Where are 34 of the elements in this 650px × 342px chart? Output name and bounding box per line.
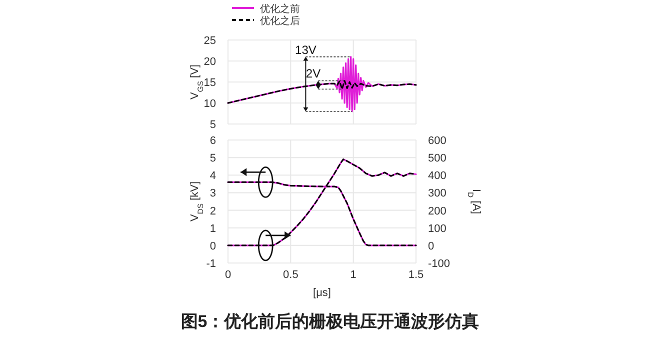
x-tick-label: 0.5 xyxy=(283,269,298,281)
y-tick-label: 20 xyxy=(204,56,216,68)
y2-tick-label: 200 xyxy=(428,205,446,218)
annotation: 2V xyxy=(306,66,321,81)
y-tick-label: 4 xyxy=(210,170,216,182)
x-tick-label: 0 xyxy=(224,269,232,281)
y2-tick-label: 100 xyxy=(428,222,446,235)
line-series xyxy=(227,80,417,104)
y2-tick-label: 500 xyxy=(428,152,446,165)
y2-tick-label: 400 xyxy=(428,170,446,182)
y2-tick-label: 600 xyxy=(428,135,446,147)
y-tick-label: 2 xyxy=(210,205,216,218)
y-tick-label: 25 xyxy=(204,35,216,47)
y-tick-label: 3 xyxy=(210,188,216,200)
y2-tick-label: 300 xyxy=(428,188,446,200)
y2-tick-label: -100 xyxy=(428,258,450,270)
legend-label: 优化之后 xyxy=(260,15,300,27)
y-tick-label: 1 xyxy=(210,222,216,235)
legend-label: 优化之前 xyxy=(260,3,300,15)
line-series xyxy=(227,158,417,246)
y-tick-label: 0 xyxy=(210,240,216,252)
x-tick-label: 1 xyxy=(350,269,356,281)
caption: 图5：优化前后的栅极电压开通波形仿真 xyxy=(180,312,480,331)
y-tick-label: 6 xyxy=(210,135,216,147)
y-tick-label: -1 xyxy=(206,258,216,270)
x-axis-title: [μs] xyxy=(313,287,331,299)
y-tick-label: 15 xyxy=(204,77,216,89)
x-tick-label: 1.5 xyxy=(408,269,424,281)
y-tick-label: 10 xyxy=(204,98,216,110)
y-tick-label: 5 xyxy=(210,152,216,165)
annotation: 13V xyxy=(295,42,316,57)
y-tick-label: 5 xyxy=(210,119,216,131)
line-series xyxy=(227,56,417,112)
y2-tick-label: 0 xyxy=(428,240,434,252)
